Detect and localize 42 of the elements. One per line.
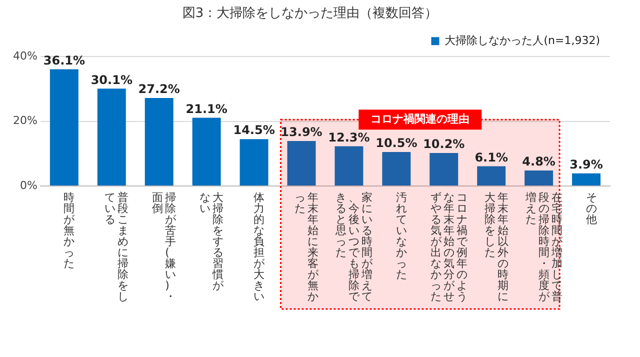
data-label: 36.1% [43,53,85,68]
category-label: 家にいる時間が増えて、今後いつでも掃除できると思った [335,191,372,303]
bar [287,141,316,186]
bar [240,139,268,186]
category-label: 年末年始に来客が無かった [294,191,318,303]
y-tick-label: 20% [12,114,38,128]
bar [50,69,78,186]
data-label: 21.1% [186,102,228,116]
category-label: 年末年始以外の時期に大掃除をした [484,191,508,303]
category-label: 在宅時間が増加して普段の掃除時間・頻度が増えた [525,191,562,303]
category-label: 大掃除をする習慣がない [200,191,224,292]
bar [572,173,601,186]
x-tick-label: 時間が無かった [64,191,75,270]
bar [477,166,506,186]
data-label: 10.2% [423,137,465,152]
chart-title: 図3：大掃除をしなかった理由（複数回答） [182,6,438,22]
data-label: 30.1% [90,72,132,87]
data-label: 27.2% [138,82,180,96]
bar [524,170,554,186]
category-label: 普段こまめに掃除をしている [104,191,129,303]
bar [430,153,458,186]
data-label: 4.8% [522,154,556,169]
bar [144,98,174,186]
band-label: コロナ禍関連の理由 [370,112,470,126]
data-label: 10.5% [376,136,418,150]
bar [97,88,126,186]
category-label: コロナ禍で例年のような年末年始の気分がせずやる気が出なかった [430,191,468,303]
bar [382,152,411,186]
x-tick-label: 汚れていなかった [396,191,407,281]
data-label: 12.3% [328,130,370,144]
x-tick-label: その他 [586,191,597,226]
legend-label: 大掃除しなかった人(n=1,932) [444,34,600,47]
data-label: 3.9% [570,158,603,172]
data-label: 6.1% [474,150,508,164]
data-label: 13.9% [280,125,322,140]
bar [334,146,364,186]
data-label: 14.5% [233,123,275,138]
bar [192,118,221,186]
category-label: 体力的な負担が大きい [254,191,265,303]
category-label: 掃除が苦手(嫌い)・面倒 [152,191,176,303]
y-tick-label: 0% [20,178,38,192]
y-tick-label: 40% [12,49,38,62]
